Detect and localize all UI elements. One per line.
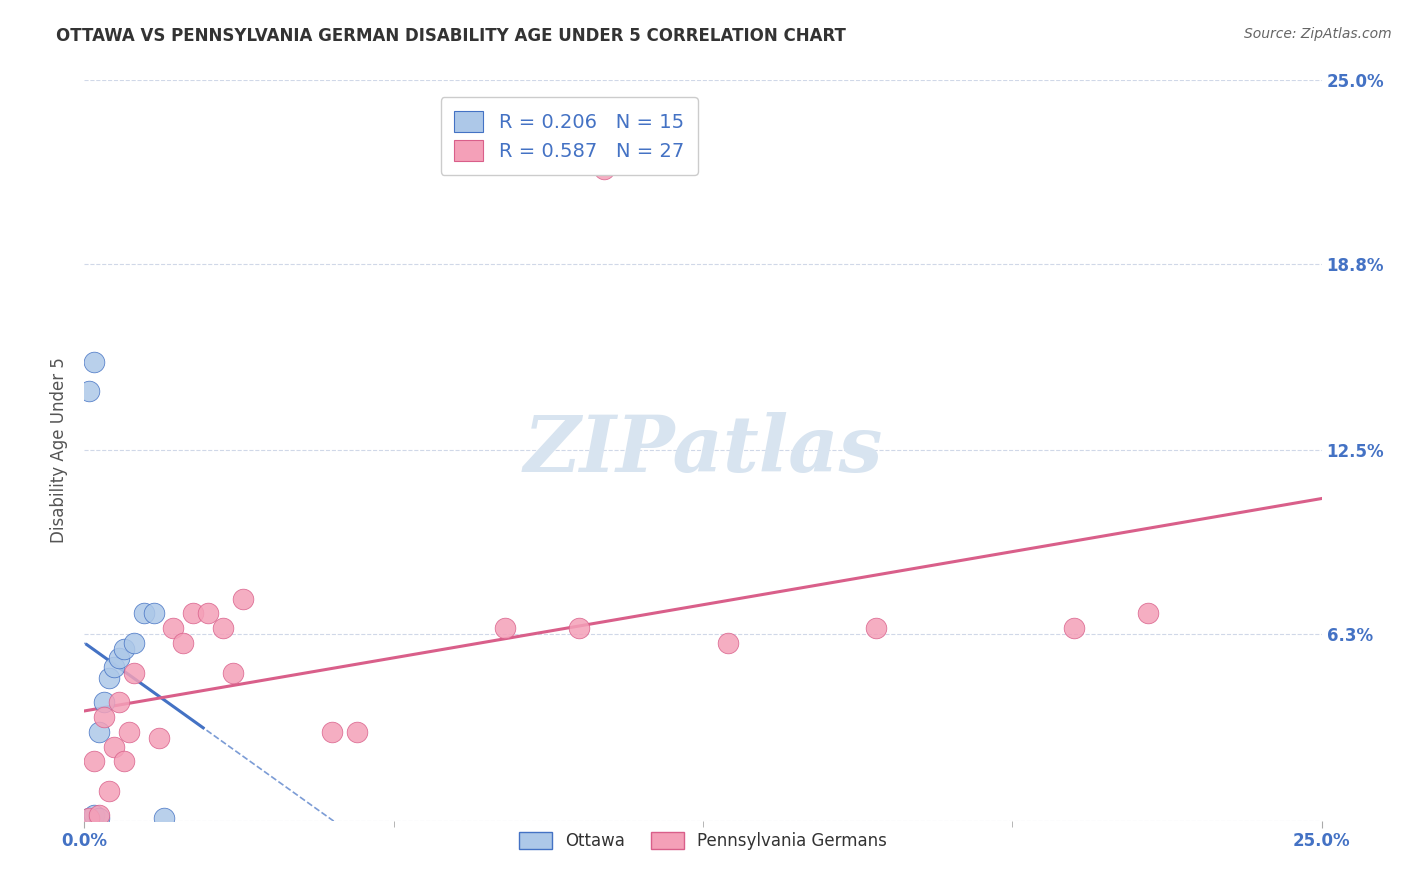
Point xyxy=(93,695,115,709)
Point xyxy=(89,724,111,739)
Point xyxy=(1137,607,1160,621)
Point xyxy=(103,739,125,754)
Point xyxy=(321,724,343,739)
Point xyxy=(568,621,591,635)
Point xyxy=(222,665,245,680)
Point xyxy=(717,636,740,650)
Point xyxy=(212,621,235,635)
Y-axis label: Disability Age Under 5: Disability Age Under 5 xyxy=(51,358,69,543)
Point xyxy=(89,811,111,825)
Point xyxy=(865,621,887,635)
Point xyxy=(79,811,101,825)
Point xyxy=(79,811,101,825)
Point xyxy=(112,641,135,656)
Point xyxy=(79,384,101,399)
Point xyxy=(108,695,131,709)
Point xyxy=(89,807,111,822)
Point xyxy=(172,636,194,650)
Point xyxy=(83,807,105,822)
Point xyxy=(108,650,131,665)
Point xyxy=(197,607,219,621)
Legend: Ottawa, Pennsylvania Germans: Ottawa, Pennsylvania Germans xyxy=(512,825,894,856)
Point xyxy=(346,724,368,739)
Text: ZIPatlas: ZIPatlas xyxy=(523,412,883,489)
Point xyxy=(112,755,135,769)
Point xyxy=(98,784,121,798)
Point xyxy=(118,724,141,739)
Point xyxy=(122,636,145,650)
Point xyxy=(148,731,170,745)
Point xyxy=(152,811,174,825)
Point xyxy=(98,672,121,686)
Point xyxy=(232,591,254,606)
Point xyxy=(83,755,105,769)
Point xyxy=(103,659,125,673)
Point xyxy=(83,354,105,368)
Point xyxy=(1063,621,1085,635)
Point xyxy=(122,665,145,680)
Text: OTTAWA VS PENNSYLVANIA GERMAN DISABILITY AGE UNDER 5 CORRELATION CHART: OTTAWA VS PENNSYLVANIA GERMAN DISABILITY… xyxy=(56,27,846,45)
Point xyxy=(142,607,165,621)
Point xyxy=(181,607,204,621)
Point xyxy=(494,621,516,635)
Point xyxy=(93,710,115,724)
Point xyxy=(162,621,184,635)
Point xyxy=(593,162,616,177)
Point xyxy=(132,607,155,621)
Text: Source: ZipAtlas.com: Source: ZipAtlas.com xyxy=(1244,27,1392,41)
